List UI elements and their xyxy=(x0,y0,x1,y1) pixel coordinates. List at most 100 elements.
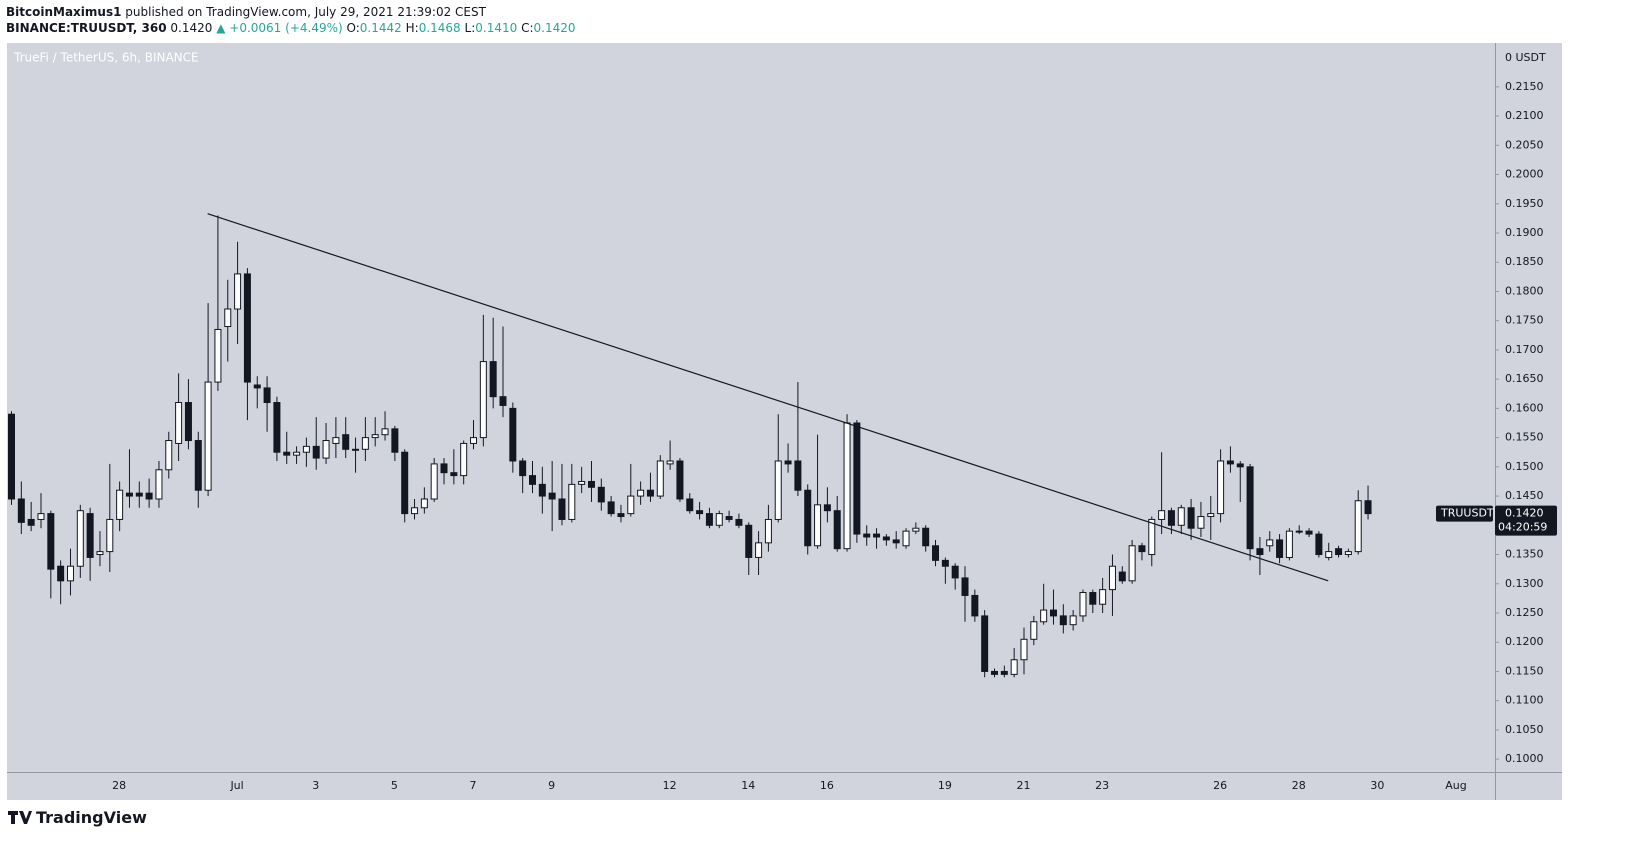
candle-body xyxy=(1354,500,1362,553)
x-tick-label: 26 xyxy=(1213,779,1227,792)
y-unit-label: 0 USDT xyxy=(1505,51,1546,64)
low-value: 0.1410 xyxy=(475,21,518,35)
candle-body xyxy=(1108,565,1116,591)
candle-body xyxy=(814,504,822,547)
y-tick-label: 0.2000 xyxy=(1505,168,1544,181)
candle-body xyxy=(57,565,65,582)
candle-body xyxy=(1266,539,1274,547)
candle-body xyxy=(794,460,802,491)
author: BitcoinMaximus1 xyxy=(6,5,122,19)
high-value: 0.1468 xyxy=(418,21,461,35)
symbol-tag-bg xyxy=(1436,505,1493,522)
x-tick-label: 21 xyxy=(1016,779,1030,792)
y-tick-label: 0.1450 xyxy=(1505,489,1544,502)
candle-body xyxy=(155,469,163,500)
x-tick-label: 5 xyxy=(391,779,398,792)
candle-body xyxy=(96,551,104,556)
y-tick-label: 0.1800 xyxy=(1505,284,1544,297)
candle-body xyxy=(843,422,851,550)
plot-background xyxy=(7,43,1495,772)
candle-body xyxy=(932,545,940,561)
time-axis-background xyxy=(7,772,1562,800)
candle-body xyxy=(882,536,890,541)
candle-body xyxy=(135,492,143,497)
candle-body xyxy=(37,513,45,520)
y-tick-label: 0.2150 xyxy=(1505,80,1544,93)
y-tick-label: 0.1050 xyxy=(1505,723,1544,736)
price-tag-bg xyxy=(1495,505,1557,536)
candle-body xyxy=(1089,592,1097,605)
candle-body xyxy=(273,402,281,453)
candle-body xyxy=(676,460,684,500)
candle-body xyxy=(715,513,723,526)
candle-body xyxy=(371,434,379,439)
candle-body xyxy=(705,513,713,526)
candle-body xyxy=(725,516,733,520)
x-tick-label: Jul xyxy=(229,779,243,792)
candle-body xyxy=(1295,530,1303,533)
candle-body xyxy=(764,518,772,544)
candle-body xyxy=(1059,615,1067,626)
candle-body xyxy=(646,489,654,497)
candle-body xyxy=(863,533,871,538)
candle-body xyxy=(981,615,989,672)
candle-body xyxy=(853,422,861,535)
candle-body xyxy=(833,510,841,550)
footer-logo: TradingView xyxy=(8,808,147,827)
candle-body xyxy=(1197,516,1205,529)
candle-body xyxy=(420,498,428,509)
candle-body xyxy=(1315,533,1323,556)
y-tick-label: 0.1250 xyxy=(1505,606,1544,619)
candle-body xyxy=(951,565,959,579)
candle-body xyxy=(558,498,566,520)
y-tick-label: 0.1150 xyxy=(1505,664,1544,677)
x-tick-label: 3 xyxy=(312,779,319,792)
candle-body xyxy=(165,440,173,471)
candle-body xyxy=(243,273,251,383)
candle-body xyxy=(263,387,271,404)
candle-body xyxy=(755,542,763,558)
change: ▲ +0.0061 (+4.49%) xyxy=(216,21,343,35)
candle-body xyxy=(489,361,497,398)
y-tick-label: 0.1650 xyxy=(1505,372,1544,385)
candle-body xyxy=(922,527,930,547)
open-value: 0.1442 xyxy=(359,21,402,35)
x-tick-label: Aug xyxy=(1445,779,1466,792)
candle-body xyxy=(686,498,694,512)
symbol: BINANCE:TRUUSDT, 360 xyxy=(6,21,167,35)
brand: TradingView xyxy=(36,808,147,827)
y-tick-label: 0.1500 xyxy=(1505,460,1544,473)
candle-body xyxy=(470,437,478,444)
candle-body xyxy=(352,448,360,451)
candle-body xyxy=(184,402,192,442)
candle-body xyxy=(499,396,507,406)
candle-body xyxy=(627,495,635,515)
candle-body xyxy=(617,513,625,518)
y-tick-label: 0.1100 xyxy=(1505,694,1544,707)
x-tick-label: 14 xyxy=(741,779,755,792)
candle-body xyxy=(538,483,546,497)
published-text: published on TradingView.com, July 29, 2… xyxy=(125,5,486,19)
candle-body xyxy=(1158,510,1166,520)
candle-body xyxy=(1079,592,1087,617)
candle-body xyxy=(637,489,645,497)
candle-body xyxy=(1207,513,1215,518)
candle-body xyxy=(66,565,74,582)
candle-body xyxy=(479,361,487,439)
candle-body xyxy=(1099,589,1107,605)
candle-body xyxy=(666,460,674,465)
candle-body xyxy=(656,460,664,497)
candle-body xyxy=(597,486,605,503)
low-key: L: xyxy=(464,21,476,35)
x-tick-label: 16 xyxy=(820,779,834,792)
candle-body xyxy=(548,492,556,500)
chart: TrueFi / TetherUS, 6h, BINANCE 0 USDT 0.… xyxy=(7,43,1562,800)
candle-body xyxy=(991,670,998,675)
candle-body xyxy=(1246,466,1254,550)
x-tick-label: 7 xyxy=(470,779,477,792)
candle-body xyxy=(587,480,595,488)
countdown: 04:20:59 xyxy=(1498,521,1547,534)
candle-body xyxy=(1344,551,1352,556)
candle-body xyxy=(293,451,301,456)
